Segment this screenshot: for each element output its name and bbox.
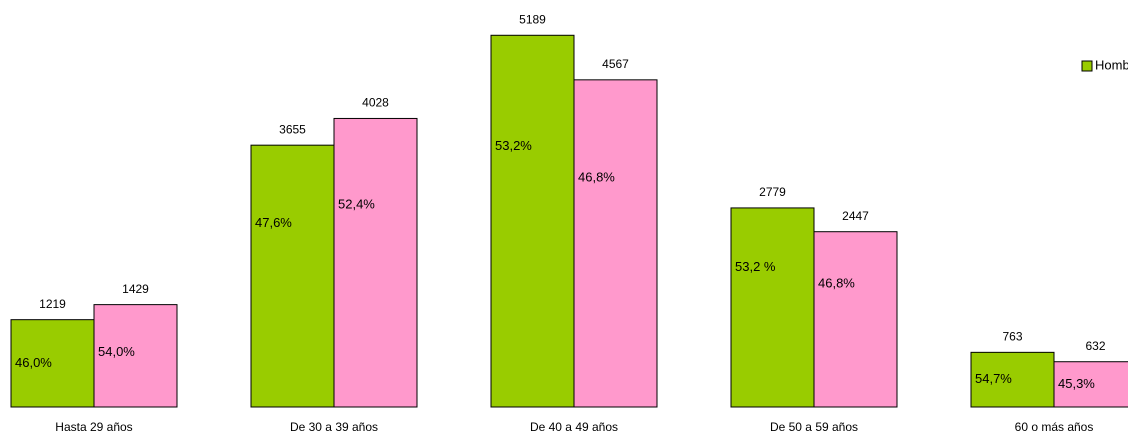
value-label: 3655	[279, 122, 306, 136]
value-label: 2779	[759, 185, 786, 199]
bar	[813, 231, 898, 408]
value-label: 632	[1085, 339, 1105, 353]
bar	[573, 79, 658, 408]
x-tick-label: Hasta 29 años	[55, 420, 132, 434]
value-label: 5189	[519, 12, 546, 26]
x-tick-label: De 30 a 39 años	[290, 420, 378, 434]
share-label: 46,8%	[578, 169, 615, 184]
value-label: 1429	[122, 282, 149, 296]
bar	[250, 144, 335, 408]
share-label: 52,4%	[338, 196, 375, 211]
x-tick-label: De 40 a 49 años	[530, 420, 618, 434]
share-label: 45,3%	[1058, 376, 1095, 391]
share-label: 46,8%	[818, 276, 855, 291]
bar	[490, 34, 575, 408]
value-label: 4567	[602, 57, 629, 71]
legend-label: Hombres	[1095, 57, 1128, 72]
share-label: 47,6%	[255, 215, 292, 230]
share-label: 54,0%	[98, 344, 135, 359]
bar	[970, 351, 1055, 408]
share-label: 53,2%	[495, 138, 532, 153]
bar	[1053, 361, 1128, 408]
value-label: 2447	[842, 209, 869, 223]
value-label: 763	[1002, 330, 1022, 344]
bar	[10, 319, 95, 408]
bar	[730, 207, 815, 408]
x-tick-label: De 50 a 59 años	[770, 420, 858, 434]
value-label: 1219	[39, 297, 66, 311]
share-label: 53,2 %	[735, 259, 776, 274]
bar	[93, 304, 178, 408]
share-label: 46,0%	[15, 355, 52, 370]
legend-swatch	[1081, 60, 1093, 72]
share-label: 54,7%	[975, 371, 1012, 386]
bar	[333, 117, 418, 408]
x-tick-label: 60 o más años	[1015, 420, 1094, 434]
value-label: 4028	[362, 96, 389, 110]
